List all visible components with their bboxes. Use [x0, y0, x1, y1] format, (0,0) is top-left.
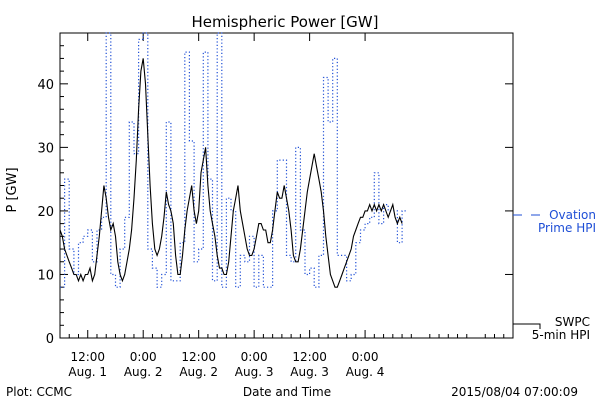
series-line-ovation-prime	[60, 32, 407, 288]
y-tick-label: 30	[37, 141, 54, 156]
x-tick-date-label: Aug. 1	[68, 365, 107, 379]
legend-label-swpc-line2: 5-min HPI	[532, 328, 590, 342]
series-layer	[59, 32, 407, 288]
x-tick-date-label: Aug. 2	[124, 365, 163, 379]
x-tick-time-label: 12:00	[181, 350, 216, 364]
plot-credit: Plot: CCMC	[6, 385, 72, 399]
x-tick-time-label: 0:00	[130, 350, 157, 364]
chart-title: Hemispheric Power [GW]	[192, 13, 379, 31]
x-tick-time-label: 0:00	[241, 350, 268, 364]
y-tick-label: 40	[37, 78, 54, 93]
legend-label-swpc-line1: SWPC	[555, 315, 590, 329]
plot-frame	[59, 32, 514, 339]
series-line-swpc	[59, 58, 403, 288]
y-tick-label: 0	[46, 332, 54, 347]
plot-timestamp: 2015/08/04 07:00:09	[451, 385, 578, 399]
y-tick-label: 20	[37, 205, 54, 220]
x-tick-time-label: 0:00	[352, 350, 379, 364]
y-tick-label: 10	[37, 268, 54, 283]
x-axis-label: Date and Time	[243, 385, 331, 399]
legend-label-ovation-line2: Prime HPI	[538, 221, 596, 235]
x-tick-date-label: Aug. 3	[290, 365, 329, 379]
legend-swatch-swpc	[513, 323, 541, 329]
x-tick-time-label: 12:00	[70, 350, 105, 364]
x-tick-date-label: Aug. 4	[346, 365, 385, 379]
x-tick-time-label: 12:00	[292, 350, 327, 364]
x-tick-date-label: Aug. 2	[179, 365, 218, 379]
legend-label-ovation-line1: Ovation	[549, 208, 596, 222]
y-axis-label: P [GW]	[5, 167, 20, 212]
x-tick-date-label: Aug. 3	[235, 365, 274, 379]
